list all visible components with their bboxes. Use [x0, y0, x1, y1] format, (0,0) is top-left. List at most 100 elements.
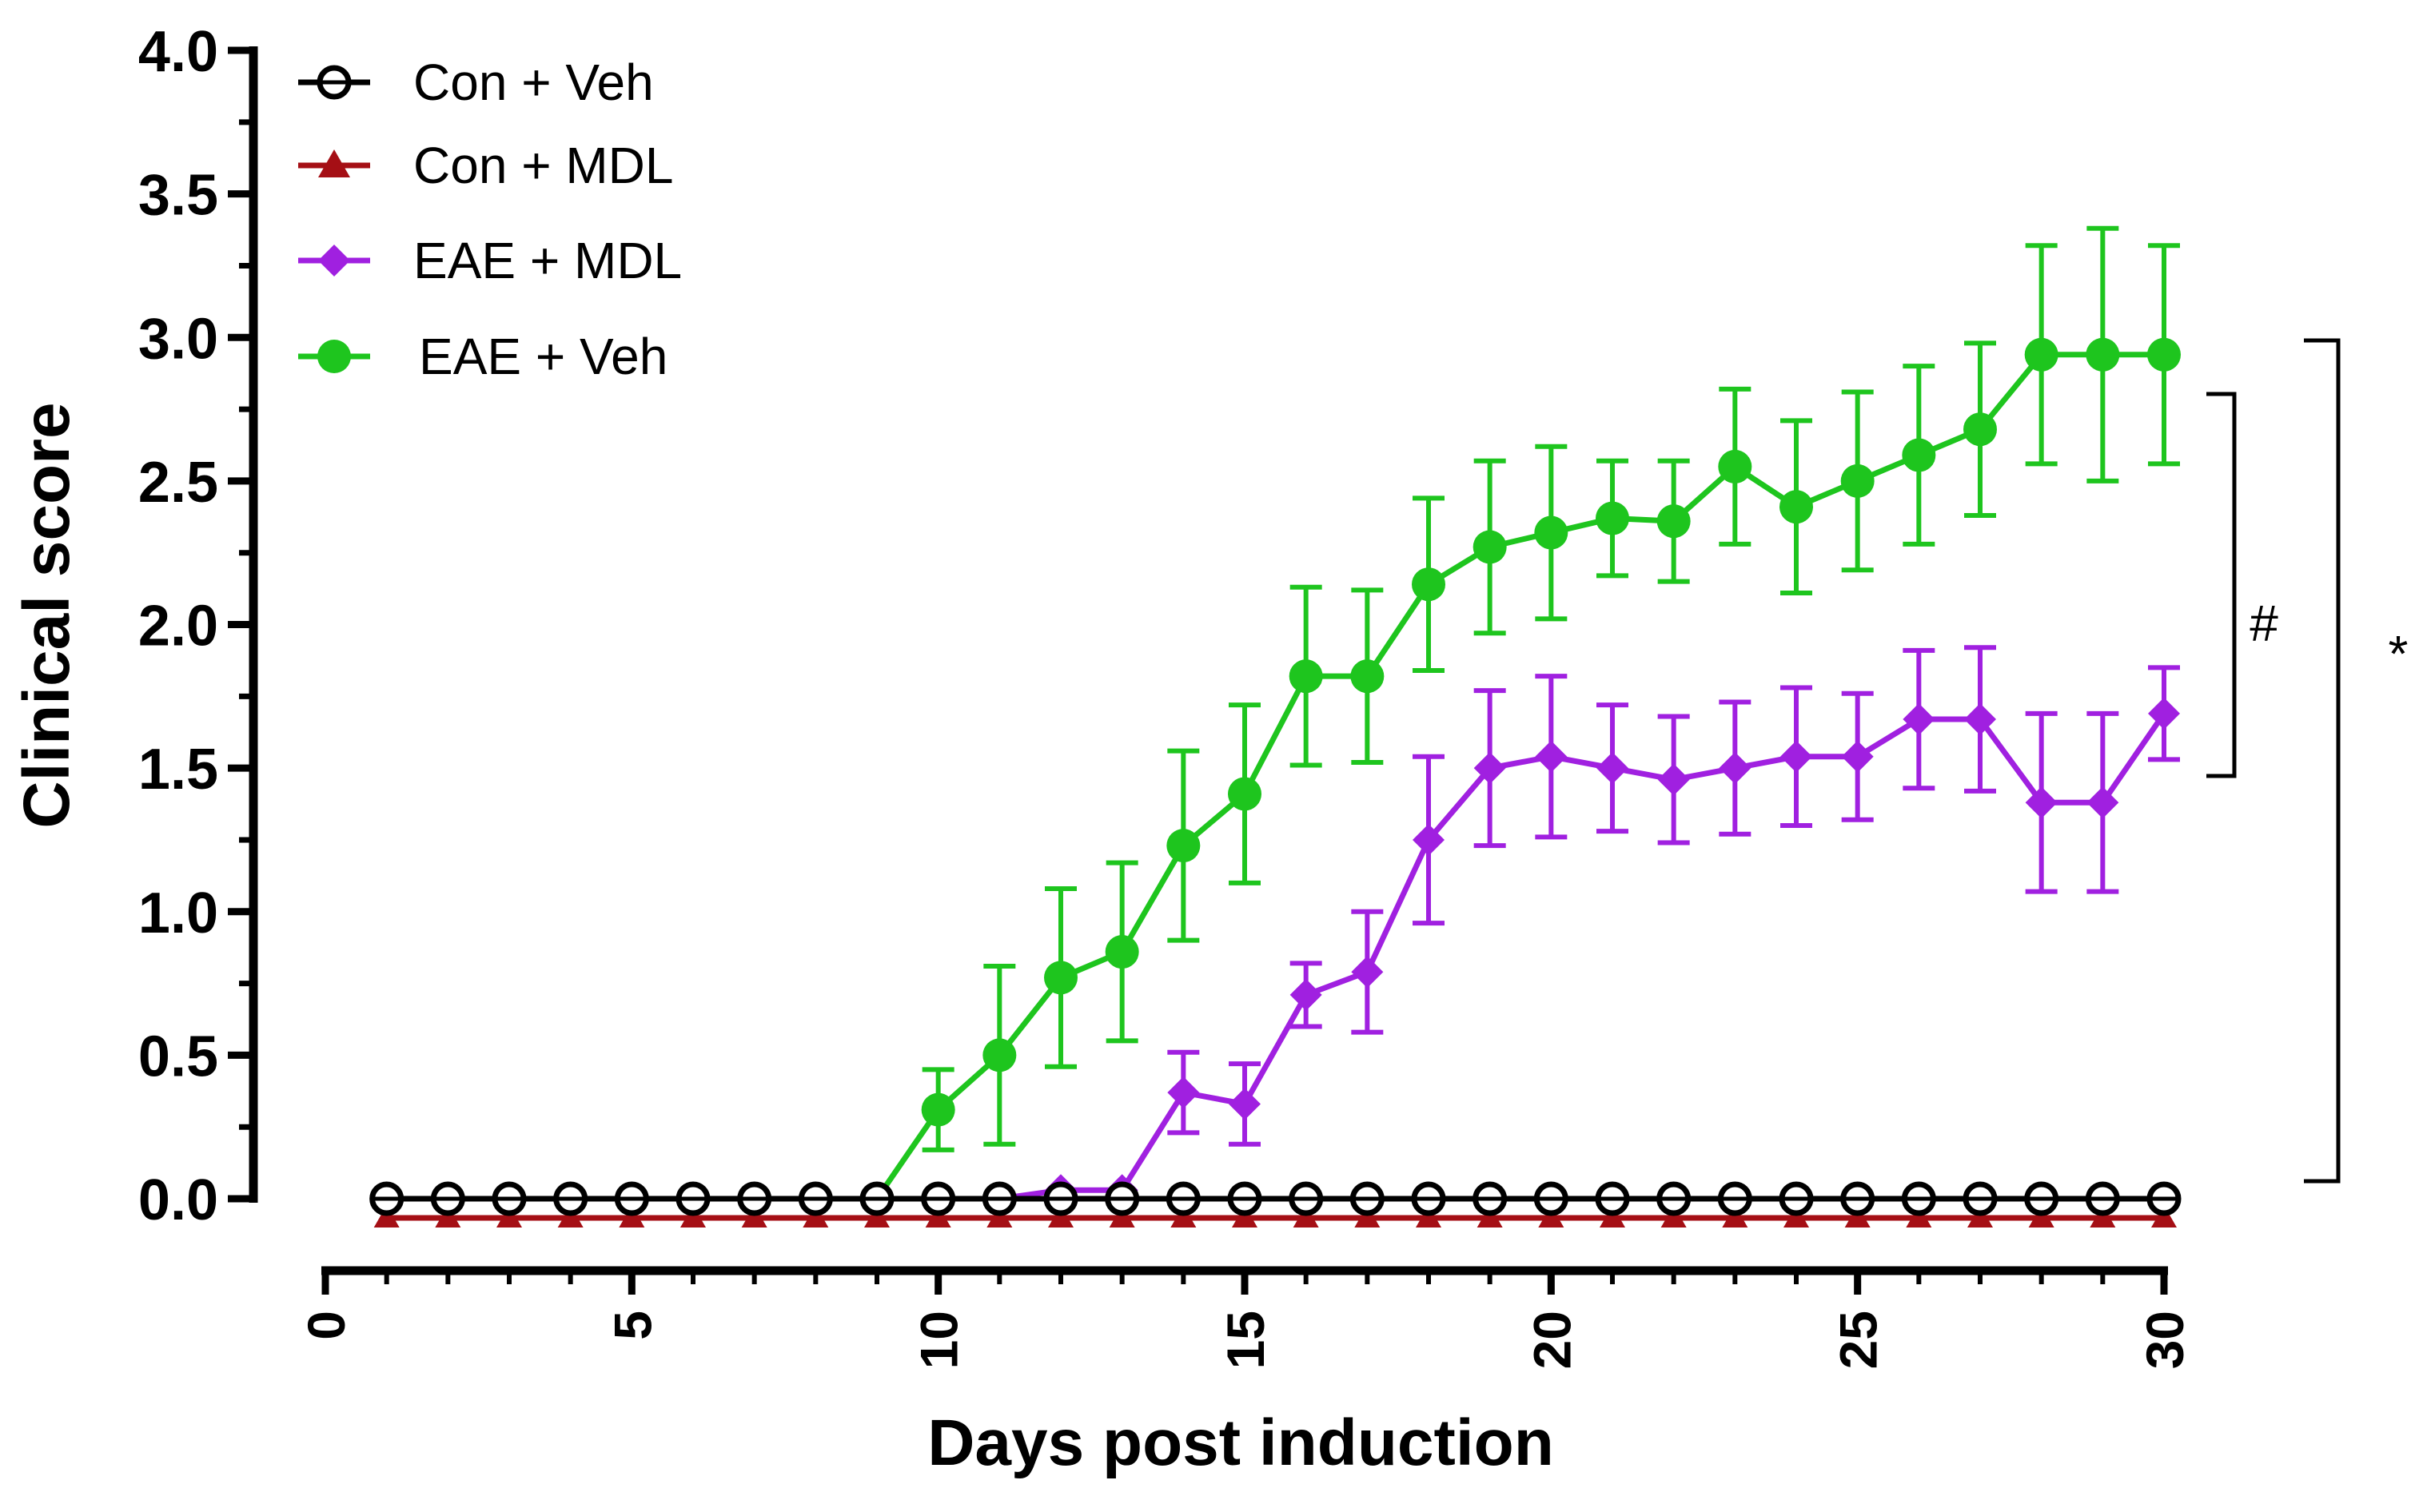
data-point	[1538, 1205, 1564, 1228]
data-point	[1780, 740, 1812, 773]
data-point	[619, 1205, 645, 1228]
legend-item: EAE + Veh	[298, 328, 668, 385]
data-point	[1289, 659, 1323, 694]
axes-layer: 0.0 0.5 1.0 1.5 2.0 2.5 3.0 3.5 4.0 0 5 10 15 20 25 30	[138, 20, 2194, 1369]
data-point	[1902, 438, 1936, 472]
y-tick-label: 2.0	[138, 595, 218, 659]
y-tick-label: 1.0	[138, 881, 218, 945]
legend: Con + Veh Con + MDL EAE + MDL EAE + Veh	[298, 54, 682, 385]
y-tick-label: 3.5	[138, 164, 218, 228]
y-tick-label: 2.5	[138, 451, 218, 515]
data-point	[1964, 703, 1996, 736]
data-point	[1229, 1088, 1261, 1120]
data-point	[1718, 449, 1752, 483]
data-point	[1783, 1205, 1809, 1228]
data-point	[2086, 786, 2119, 819]
bracket-line	[2304, 338, 2341, 1184]
data-point	[986, 1205, 1013, 1228]
data-point	[1779, 490, 1813, 524]
bracket-star: *	[2304, 338, 2409, 1184]
series-line	[386, 711, 2166, 1202]
data-point	[557, 1205, 584, 1228]
data-point	[1412, 567, 1445, 602]
data-point	[1413, 823, 1445, 856]
legend-label: EAE + MDL	[413, 232, 682, 289]
data-point	[1473, 530, 1507, 564]
data-point	[1719, 752, 1751, 785]
legend-label: Con + MDL	[413, 137, 673, 194]
data-point	[1844, 1205, 1871, 1228]
legend-item: EAE + MDL	[298, 232, 682, 289]
data-point	[1535, 740, 1568, 773]
data-point	[1477, 1205, 1503, 1228]
x-tick-label: 0	[297, 1311, 356, 1340]
data-point	[1840, 464, 1875, 498]
x-tick-label: 5	[603, 1311, 662, 1340]
data-point	[1228, 777, 1261, 811]
data-point	[2025, 786, 2058, 819]
data-point	[2028, 1205, 2054, 1228]
data-point	[1903, 703, 1935, 736]
data-point	[1967, 1205, 1993, 1228]
x-tick-label: 10	[910, 1311, 969, 1369]
x-tick-label: 25	[1829, 1311, 1888, 1369]
data-point	[1166, 829, 1201, 863]
data-point	[1170, 1205, 1197, 1228]
data-point	[1232, 1205, 1257, 1228]
data-point	[318, 245, 350, 277]
y-tick-label: 0.0	[138, 1168, 218, 1232]
legend-item: Con + Veh	[298, 54, 654, 111]
data-point	[1048, 1205, 1074, 1228]
data-point	[2090, 1205, 2116, 1228]
y-tick-label: 4.0	[138, 20, 218, 84]
series-con-mdl	[373, 1205, 2177, 1228]
bracket-hash: #	[2206, 392, 2278, 778]
data-point	[1109, 1205, 1135, 1228]
legend-label: Con + Veh	[413, 54, 654, 111]
y-tick-label: 0.5	[138, 1025, 218, 1088]
data-point	[1596, 501, 1629, 535]
y-tick-label: 3.0	[138, 307, 218, 371]
data-point	[1660, 1205, 1687, 1228]
data-point	[1167, 1076, 1200, 1109]
data-point	[1841, 740, 1874, 773]
series-con-veh	[369, 1181, 2182, 1216]
data-point	[1534, 515, 1568, 550]
x-tick-label: 20	[1522, 1311, 1581, 1369]
data-point	[2151, 1205, 2177, 1228]
data-point	[1350, 659, 1385, 694]
y-axis-title: Clinical score	[10, 402, 83, 828]
significance-annotations: #*	[2206, 338, 2409, 1184]
data-point	[1105, 935, 1139, 969]
series-line	[386, 352, 2164, 1202]
bracket-label: *	[2389, 625, 2409, 682]
data-point	[803, 1205, 829, 1228]
data-point	[318, 149, 350, 177]
data-point	[1289, 978, 1322, 1011]
data-point	[1656, 504, 1691, 539]
data-point	[1906, 1205, 1932, 1228]
data-point	[1354, 1205, 1381, 1228]
data-point	[317, 340, 351, 373]
data-point	[864, 1205, 890, 1228]
x-axis-title: Days post induction	[927, 1407, 1554, 1479]
data-point	[2148, 697, 2180, 730]
data-point	[921, 1092, 955, 1127]
data-point	[2086, 337, 2120, 372]
bracket-line	[2206, 392, 2237, 778]
legend-label: EAE + Veh	[419, 328, 668, 385]
data-point	[925, 1205, 951, 1228]
data-point	[1596, 752, 1628, 785]
data-point	[680, 1205, 706, 1228]
data-point	[2147, 337, 2181, 372]
data-point	[1473, 752, 1506, 785]
legend-item: Con + MDL	[298, 137, 673, 194]
bracket-label: #	[2250, 595, 2278, 652]
data-point	[435, 1205, 461, 1228]
series-layer	[369, 225, 2182, 1228]
data-point	[741, 1205, 767, 1228]
data-point	[982, 1038, 1017, 1072]
x-tick-label: 15	[1216, 1311, 1275, 1369]
